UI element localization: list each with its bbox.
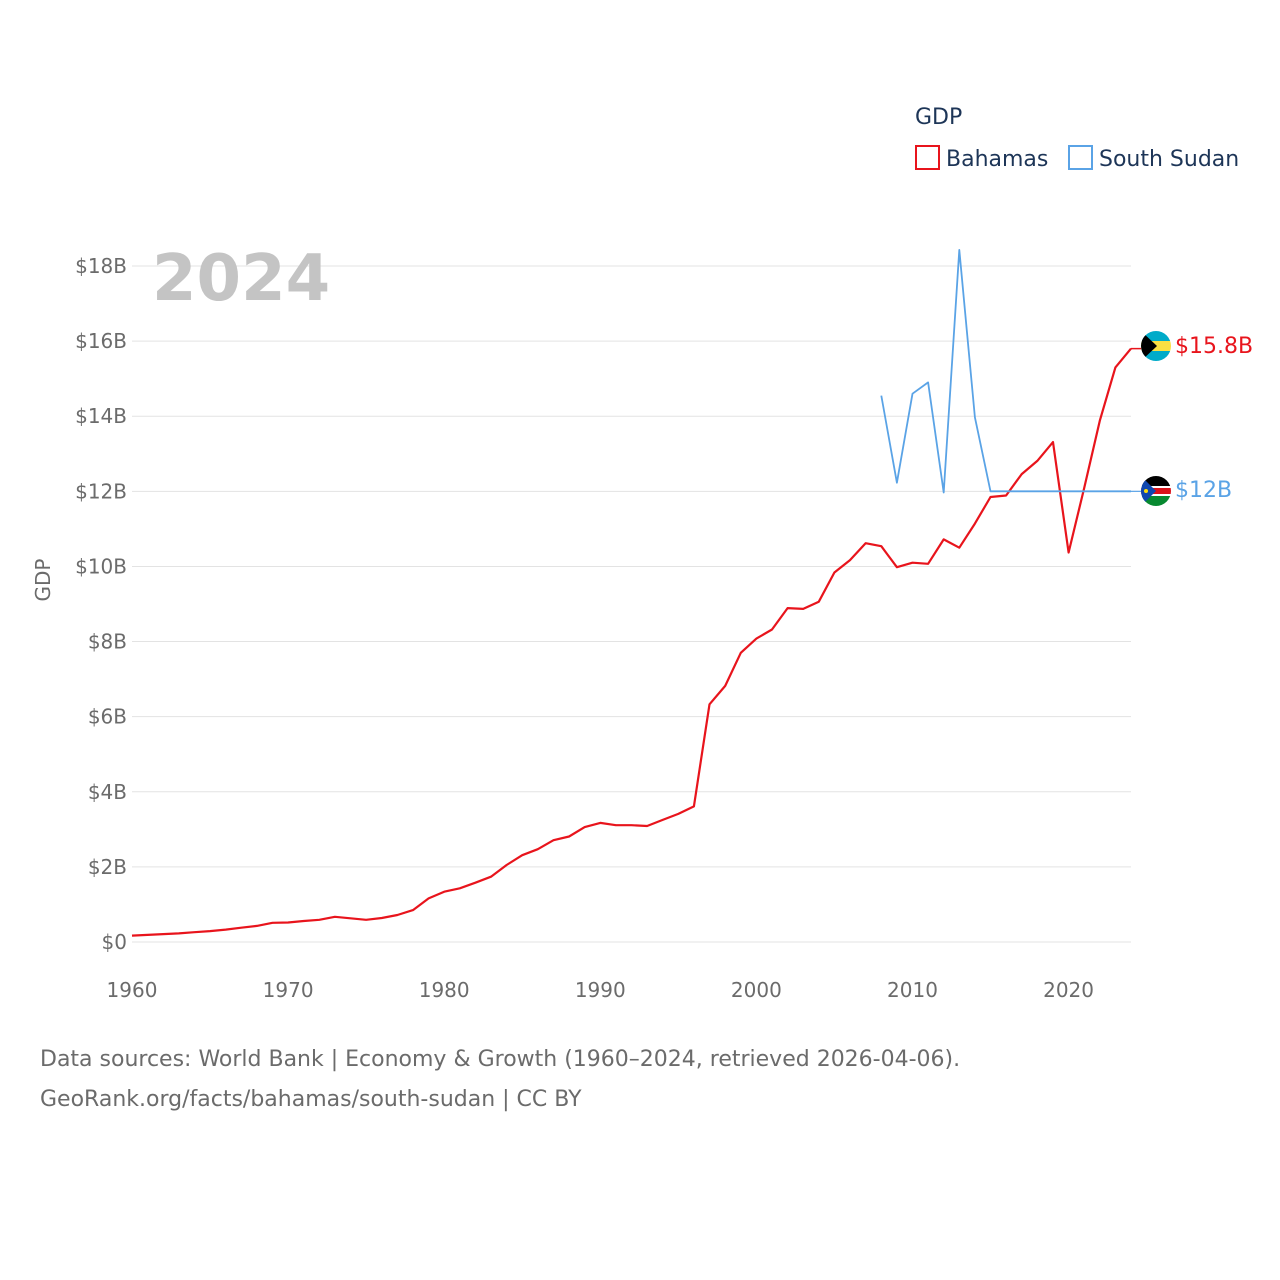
y-tick-label: $12B <box>75 479 127 503</box>
y-tick-label: $8B <box>88 630 127 654</box>
x-tick-label: 1970 <box>263 978 314 1002</box>
y-tick-label: $4B <box>88 780 127 804</box>
footer-url: GeoRank.org/facts/bahamas/south-sudan | … <box>40 1087 582 1112</box>
x-axis-ticks: 1960 1970 1980 1990 2000 2010 2020 <box>107 978 1094 1002</box>
legend-swatch-bahamas[interactable] <box>915 145 940 170</box>
series-layer <box>131 248 1141 937</box>
legend-label-south-sudan[interactable]: South Sudan <box>1099 147 1239 172</box>
y-axis-ticks: $0 $2B $4B $6B $8B $10B $12B $14B $16B $18B <box>75 254 127 954</box>
end-value-label-bahamas: $15.8B <box>1175 334 1253 359</box>
end-value-label-south-sudan: $12B <box>1175 478 1232 503</box>
legend-swatch-south-sudan[interactable] <box>1068 145 1093 170</box>
series-line-south-sudan[interactable] <box>880 248 1131 494</box>
year-label: 2024 <box>152 242 330 316</box>
x-tick-label: 1990 <box>575 978 626 1002</box>
y-tick-label: $16B <box>75 329 127 353</box>
gridlines <box>132 265 1131 943</box>
y-tick-label: $14B <box>75 404 127 428</box>
legend-title: GDP <box>915 105 962 130</box>
bahamas-flag-icon <box>1141 331 1171 361</box>
x-tick-label: 2020 <box>1043 978 1094 1002</box>
y-tick-label: $6B <box>88 705 127 729</box>
x-tick-label: 2000 <box>731 978 782 1002</box>
x-tick-label: 2010 <box>887 978 938 1002</box>
x-tick-label: 1960 <box>107 978 158 1002</box>
footer-sources: Data sources: World Bank | Economy & Gro… <box>40 1047 961 1072</box>
series-line-bahamas[interactable] <box>131 347 1132 937</box>
gdp-line-chart: $0$2B$4B$6B$8B$10B$12B$14B$16B$18B 1960 1… <box>31 105 1253 1002</box>
y-tick-label: $0 <box>102 930 127 954</box>
x-tick-label: 1980 <box>419 978 470 1002</box>
legend: GDP Bahamas South Sudan <box>915 105 1239 172</box>
legend-label-bahamas[interactable]: Bahamas <box>946 147 1048 172</box>
y-axis-label: GDP <box>31 559 55 602</box>
y-tick-label: $2B <box>88 855 127 879</box>
south-sudan-flag-icon <box>1141 476 1171 506</box>
y-tick-label: $10B <box>75 554 127 578</box>
y-tick-label: $18B <box>75 254 127 278</box>
footer: Data sources: World Bank | Economy & Gro… <box>40 1040 1240 1120</box>
